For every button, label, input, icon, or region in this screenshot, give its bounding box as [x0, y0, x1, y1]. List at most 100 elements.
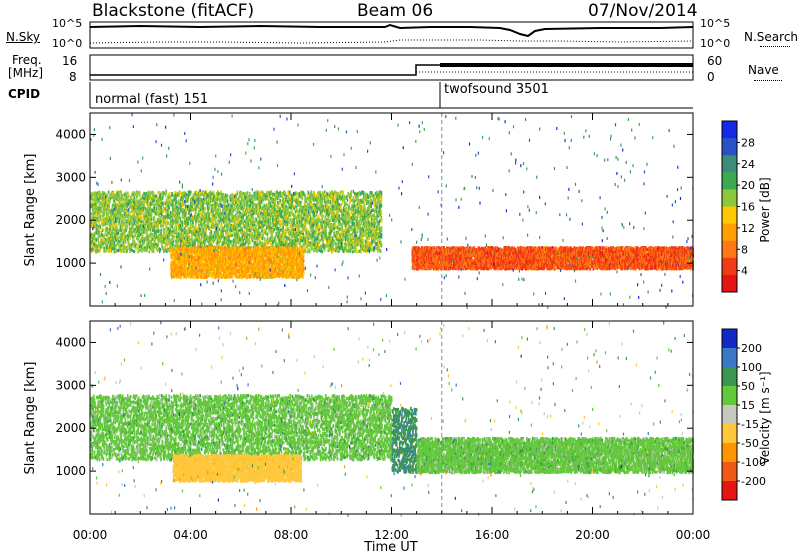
power-cell: [125, 225, 127, 228]
power-cell: [205, 224, 207, 227]
power-cell: [129, 228, 131, 231]
power-cell: [200, 193, 202, 196]
power-cell: [307, 250, 309, 253]
power-cell: [122, 195, 124, 198]
power-cell: [108, 245, 110, 248]
power-cell: [171, 225, 173, 228]
power-cell: [163, 205, 165, 208]
power-cell: [157, 212, 159, 215]
power-cell: [220, 209, 222, 212]
power-cell: [96, 239, 98, 242]
power-cell: [182, 242, 184, 245]
power-cell: [276, 221, 278, 224]
power-cell: [95, 216, 97, 219]
power-cell: [109, 228, 111, 231]
power-cell: [277, 244, 279, 247]
power-cell: [243, 243, 245, 246]
power-cell: [288, 207, 290, 210]
power-cell: [271, 192, 273, 195]
power-cell: [209, 204, 211, 207]
power-cell: [203, 240, 205, 243]
power-cell: [218, 242, 220, 245]
power-cell: [264, 197, 266, 200]
power-cell: [268, 200, 270, 203]
power-cell: [310, 218, 312, 221]
power-cell: [124, 217, 126, 220]
power-cell: [199, 224, 201, 227]
power-cell: [129, 200, 131, 203]
power-cell: [249, 192, 251, 195]
power-cell: [177, 219, 179, 222]
power-cell: [192, 221, 194, 224]
power-cell: [280, 220, 282, 223]
power-cell: [201, 222, 203, 225]
power-cell: [306, 206, 308, 209]
power-cell: [182, 221, 184, 224]
power-cell: [98, 231, 100, 234]
power-panel: 1000200030004000: [55, 113, 693, 309]
power-cell: [283, 200, 285, 203]
power-cell: [118, 240, 120, 243]
power-cell: [194, 234, 196, 237]
power-cell: [261, 190, 263, 193]
power-cell: [143, 208, 145, 211]
power-cell: [267, 197, 269, 200]
power-cell: [190, 223, 192, 226]
power-cell: [249, 236, 251, 239]
power-cell: [240, 202, 242, 205]
power-cell: [302, 197, 304, 200]
power-cell: [256, 207, 258, 210]
power-cell: [180, 209, 182, 212]
power-cell: [240, 231, 242, 234]
power-cell: [232, 229, 234, 232]
power-cell: [252, 236, 254, 239]
power-cell: [119, 236, 121, 239]
power-cell: [157, 249, 159, 252]
power-cell: [295, 224, 297, 227]
power-cell: [181, 229, 183, 232]
power-cell: [154, 242, 156, 245]
power-cell: [310, 203, 312, 206]
power-cell: [208, 236, 210, 239]
power-cell: [152, 202, 154, 205]
power-cell: [309, 248, 311, 251]
power-cell: [192, 208, 194, 211]
power-cell: [171, 193, 173, 196]
power-cell: [291, 209, 293, 212]
power-cell: [119, 220, 121, 223]
power-cell: [138, 215, 140, 218]
power-cell: [129, 237, 131, 240]
power-cell: [259, 201, 261, 204]
power-cell: [132, 230, 134, 233]
power-cell: [269, 193, 271, 196]
power-cell: [137, 247, 139, 250]
power-cell: [200, 233, 202, 236]
power-cell: [158, 229, 160, 232]
power-cell: [267, 233, 269, 236]
power-cell: [123, 250, 125, 253]
power-cell: [280, 228, 282, 231]
power-cell: [259, 238, 261, 241]
power-cell: [224, 237, 226, 240]
power-cell: [157, 191, 159, 194]
power-cell: [250, 232, 252, 235]
power-cell: [284, 220, 286, 223]
power-cell: [154, 199, 156, 202]
power-cell: [237, 191, 239, 194]
power-cell: [242, 196, 244, 199]
power-cell: [211, 230, 213, 233]
power-cell: [166, 236, 168, 239]
power-cell: [179, 207, 181, 210]
power-cell: [182, 224, 184, 227]
power-cell: [222, 232, 224, 235]
power-cell: [152, 200, 154, 203]
power-cell: [163, 191, 165, 194]
power-cell: [134, 193, 136, 196]
power-cell: [271, 229, 273, 232]
power-cell: [149, 206, 151, 209]
power-cell: [272, 195, 274, 198]
power-cell: [205, 207, 207, 210]
power-cell: [276, 198, 278, 201]
power-cell: [265, 232, 267, 235]
power-cell: [287, 200, 289, 203]
